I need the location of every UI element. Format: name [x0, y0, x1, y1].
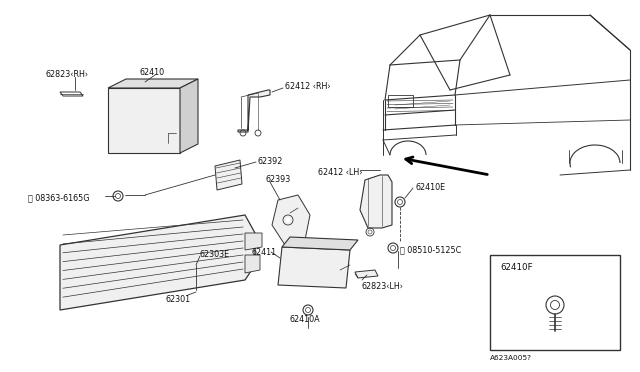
- FancyBboxPatch shape: [490, 255, 620, 350]
- Polygon shape: [282, 237, 358, 250]
- Text: Ⓢ 08363-6165G: Ⓢ 08363-6165G: [28, 193, 90, 202]
- Text: 62823‹LH›: 62823‹LH›: [362, 282, 404, 291]
- Polygon shape: [108, 79, 198, 88]
- Text: 62301: 62301: [165, 295, 190, 304]
- Polygon shape: [355, 270, 378, 278]
- Text: 62393: 62393: [265, 175, 291, 184]
- Polygon shape: [238, 90, 270, 132]
- Text: 62410E: 62410E: [415, 183, 445, 192]
- Text: Ⓢ 08510-5125C: Ⓢ 08510-5125C: [400, 245, 461, 254]
- Text: 62412 ‹LH›: 62412 ‹LH›: [318, 168, 362, 177]
- Circle shape: [285, 218, 291, 222]
- Polygon shape: [180, 79, 198, 153]
- Polygon shape: [60, 215, 255, 310]
- Polygon shape: [278, 247, 350, 288]
- Text: 62823‹RH›: 62823‹RH›: [45, 70, 88, 79]
- Polygon shape: [60, 92, 83, 96]
- Polygon shape: [360, 175, 392, 228]
- Text: 62410A: 62410A: [290, 315, 321, 324]
- Text: 62392: 62392: [258, 157, 284, 166]
- Text: 62410: 62410: [140, 68, 165, 77]
- Polygon shape: [245, 255, 260, 273]
- FancyBboxPatch shape: [388, 95, 413, 107]
- Polygon shape: [215, 160, 242, 190]
- Text: A623A005?: A623A005?: [490, 355, 532, 361]
- Text: 62411: 62411: [252, 248, 277, 257]
- Polygon shape: [272, 195, 310, 245]
- Polygon shape: [108, 88, 180, 153]
- Text: 62303E: 62303E: [200, 250, 230, 259]
- Text: 62410F: 62410F: [500, 263, 532, 272]
- Polygon shape: [245, 233, 262, 250]
- Text: 62412 ‹RH›: 62412 ‹RH›: [285, 82, 330, 91]
